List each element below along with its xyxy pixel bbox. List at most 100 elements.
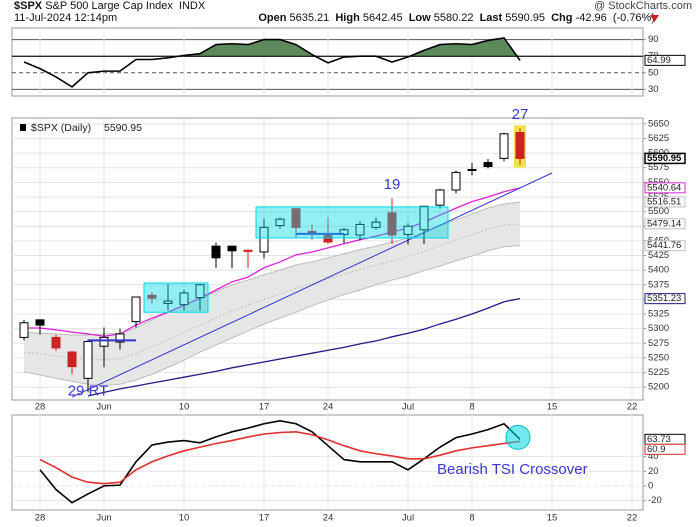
annotation: 29 RT	[68, 382, 109, 399]
value-label: 5351.23	[647, 293, 681, 304]
y-tick-label: 90	[648, 34, 659, 45]
x-tick-label: 24	[323, 513, 334, 524]
quote-label: Chg	[551, 12, 573, 24]
band-line	[23, 223, 521, 361]
annotation: Bearish TSI Crossover	[437, 461, 588, 478]
y-tick-label: 40	[648, 451, 659, 462]
y-tick-label: 5300	[648, 323, 669, 334]
y-tick-label: 5400	[648, 265, 669, 276]
legend-label: $SPX (Daily)	[31, 122, 91, 134]
y-tick-label: 20	[648, 466, 659, 477]
x-tick-label: Jul	[402, 513, 414, 524]
candle-body	[387, 212, 397, 236]
quote-value: 5580.22	[433, 12, 474, 24]
rsi-fill	[24, 37, 520, 57]
y-tick-label: 5200	[648, 382, 669, 393]
quote-value: 5635.21	[289, 12, 330, 24]
band-line	[23, 245, 521, 386]
value-label-box	[644, 54, 686, 66]
highlight-box	[143, 282, 209, 313]
y-tick-label: 5225	[648, 367, 669, 378]
candle-body	[323, 235, 333, 243]
candle-body	[163, 300, 173, 304]
value-label-box	[644, 443, 686, 455]
candle-body	[51, 336, 61, 349]
value-label: 5479.14	[647, 218, 681, 229]
quote-label: Low	[408, 12, 431, 24]
x-tick-label: Jun	[96, 513, 111, 524]
source: @ StockCharts.com	[594, 0, 692, 12]
y-tick-label: 30	[648, 84, 659, 95]
candle-body	[419, 205, 429, 231]
value-label: 5441.76	[647, 240, 681, 251]
legend-value: 5590.95	[104, 122, 142, 134]
candle-body	[131, 296, 141, 323]
x-tick-label: 8	[469, 402, 474, 413]
datetime: 11-Jul-2024 12:14pm	[14, 12, 118, 24]
annotation: 19	[384, 176, 401, 193]
candle-body	[35, 319, 45, 326]
line-series	[24, 187, 521, 337]
candle-body	[19, 322, 29, 338]
y-tick-label: 5575	[648, 162, 669, 173]
candle-body	[307, 231, 317, 234]
x-tick-label: 24	[323, 402, 334, 413]
candle-body	[259, 226, 269, 253]
candle-body	[179, 292, 189, 306]
candle-body	[211, 245, 221, 259]
highlight-box	[255, 206, 449, 239]
legend-icon	[20, 124, 26, 131]
value-label-box	[644, 218, 686, 230]
index-name: S&P 500 Large Cap Index	[45, 0, 173, 12]
candle-body	[483, 161, 493, 168]
value-label: 60.9	[647, 444, 666, 455]
y-tick-label: 5500	[648, 206, 669, 217]
y-tick-label: 5275	[648, 338, 669, 349]
candle-body	[195, 284, 205, 299]
candle-body	[83, 340, 93, 379]
band-area	[24, 201, 520, 386]
value-label-box	[644, 196, 686, 208]
annotation: 27	[512, 106, 529, 123]
x-tick-label: 17	[259, 513, 270, 524]
symbol: $SPX	[14, 0, 43, 12]
line-series	[87, 298, 521, 397]
x-tick-label: 28	[35, 402, 46, 413]
value-label-box	[644, 293, 686, 305]
exchange: INDX	[178, 0, 206, 12]
candle-body	[115, 333, 125, 343]
y-tick-label: 5250	[648, 352, 669, 363]
x-tick-label: 15	[547, 402, 558, 413]
quote-label: Open	[258, 12, 287, 24]
quote: Open 5635.21 High 5642.45 Low 5580.22 La…	[258, 12, 658, 24]
y-tick-label: 5375	[648, 279, 669, 290]
value-label: 5516.51	[647, 196, 681, 207]
highlight-circle	[505, 424, 531, 450]
x-tick-label: 10	[179, 402, 190, 413]
value-label-box	[644, 182, 686, 194]
candle-body	[227, 245, 237, 252]
candle-body	[99, 336, 109, 347]
x-tick-label: Jun	[96, 402, 111, 413]
y-tick-label: 0	[648, 480, 653, 491]
candle-body	[291, 208, 301, 228]
candle-body	[147, 294, 157, 299]
x-tick-label: 17	[259, 402, 270, 413]
x-tick-label: 28	[35, 513, 46, 524]
value-label-box	[644, 240, 686, 252]
candle-body	[451, 171, 461, 191]
y-tick-label: 5425	[648, 250, 669, 261]
x-tick-label: 22	[627, 402, 638, 413]
value-label-box	[644, 152, 686, 165]
line-series	[23, 37, 521, 88]
x-tick-label: 22	[627, 513, 638, 524]
trend-line	[71, 172, 553, 398]
value-label: 5540.64	[647, 182, 681, 193]
line-series	[39, 420, 521, 504]
candle-body	[355, 223, 365, 236]
value-label: 5590.95	[647, 153, 682, 164]
x-tick-label: 15	[547, 513, 558, 524]
change-percent: (-0.76%)	[612, 12, 655, 24]
